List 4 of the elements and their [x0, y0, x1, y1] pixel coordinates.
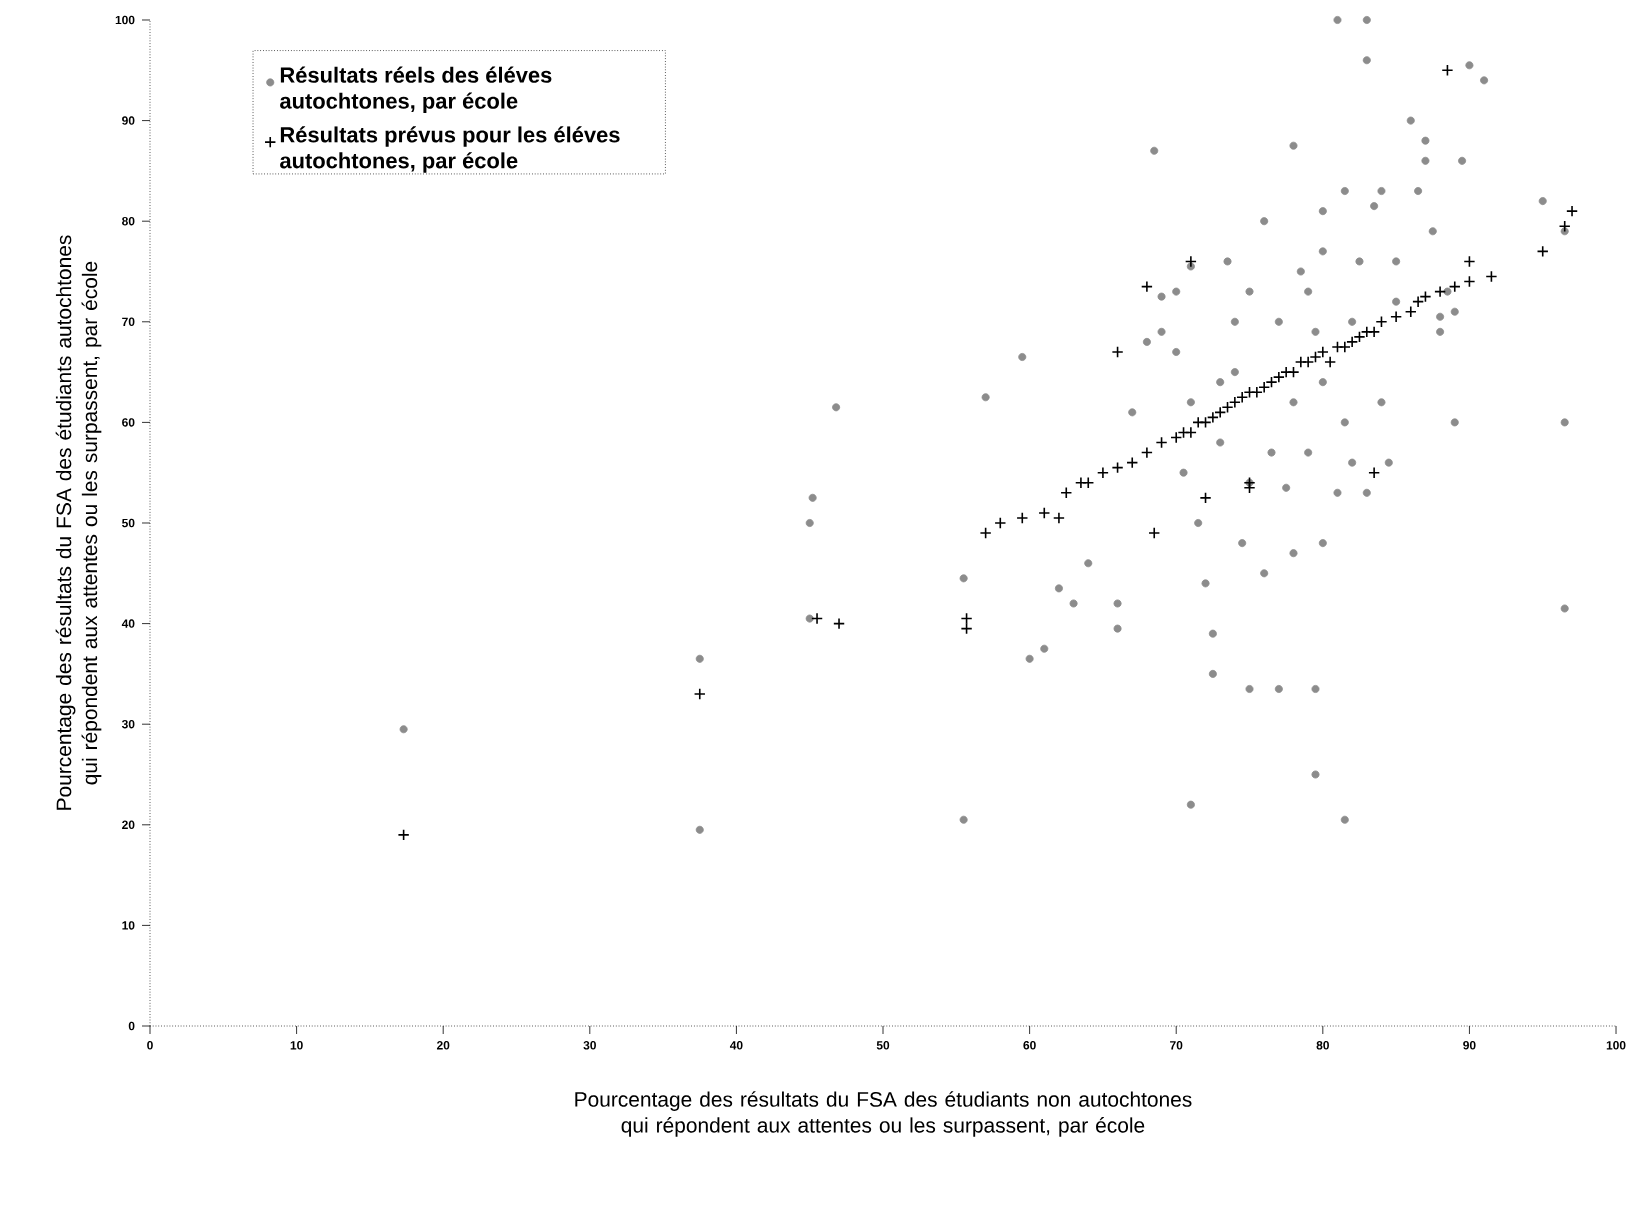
legend-label: Résultats réels des éléves autochtones, par école: [280, 66, 552, 114]
x-axis-title: Pourcentage des résultats du FSA des étudiants non autochtones qui répondent aux attentes ou les surpassent, par école: [575, 1091, 1192, 1137]
y-axis-title: Pourcentage des résultats du FSA des étudiants autochtones qui répondent aux attentes ou les surpassent, par école: [55, 235, 102, 810]
legend-label: Résultats prévus pour les éléves autochtones, par école: [280, 126, 620, 173]
